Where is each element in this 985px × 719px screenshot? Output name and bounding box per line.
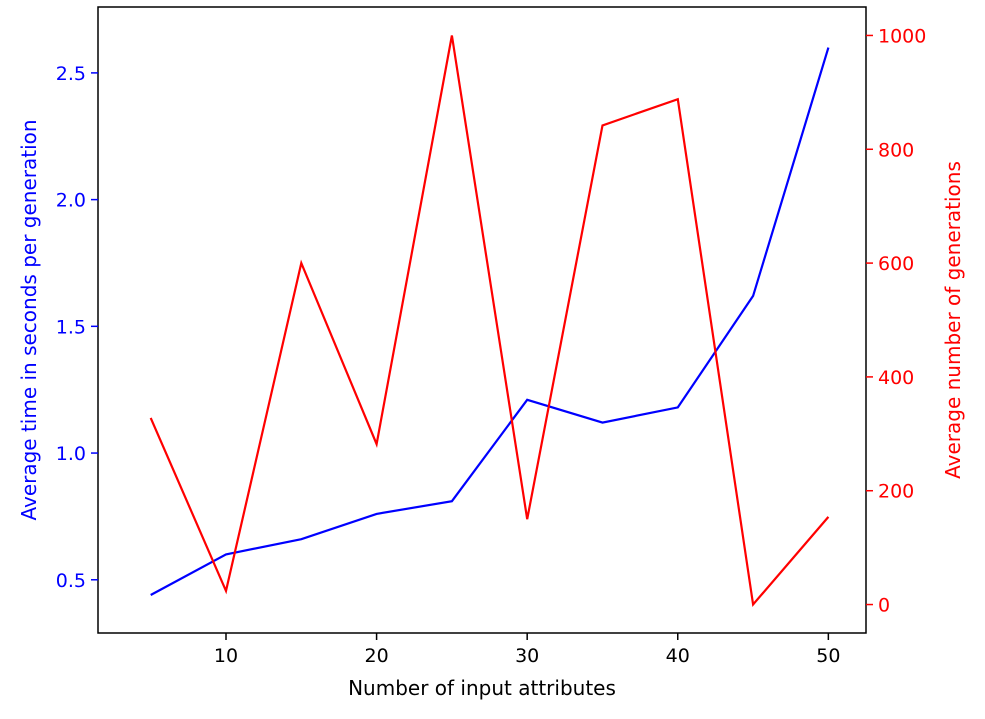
right-y-tick-label: 1000 (878, 25, 926, 47)
left-y-axis-label: Average time in seconds per generation (17, 119, 41, 520)
left-y-tick-label: 2.5 (56, 63, 86, 85)
generations-series-line (149, 35, 830, 608)
right-y-axis-ticks: 0 200 400 600 800 1000 (866, 25, 926, 617)
plot-frame (97, 6, 867, 634)
left-y-tick-label: 2.0 (56, 190, 86, 212)
time-series-line (150, 47, 830, 596)
x-tick-label: 40 (666, 645, 690, 667)
right-y-tick-label: 400 (878, 367, 914, 389)
left-y-axis-ticks: 0.5 1.0 1.5 2.0 2.5 (56, 63, 98, 592)
right-y-tick-label: 200 (878, 481, 914, 503)
x-axis-ticks: 10 20 30 40 50 (214, 633, 840, 667)
x-tick-label: 50 (816, 645, 840, 667)
left-y-tick-label: 0.5 (56, 570, 86, 592)
right-y-axis-label: Average number of generations (941, 161, 965, 479)
left-y-tick-label: 1.5 (56, 316, 86, 338)
x-tick-label: 10 (214, 645, 238, 667)
left-y-tick-label: 1.0 (56, 443, 86, 465)
x-axis-label: Number of input attributes (348, 676, 616, 700)
right-y-tick-label: 800 (878, 139, 914, 161)
x-tick-label: 30 (515, 645, 539, 667)
right-y-tick-label: 600 (878, 253, 914, 275)
right-y-tick-label: 0 (878, 595, 890, 617)
series-lines (149, 35, 830, 608)
x-tick-label: 20 (364, 645, 388, 667)
